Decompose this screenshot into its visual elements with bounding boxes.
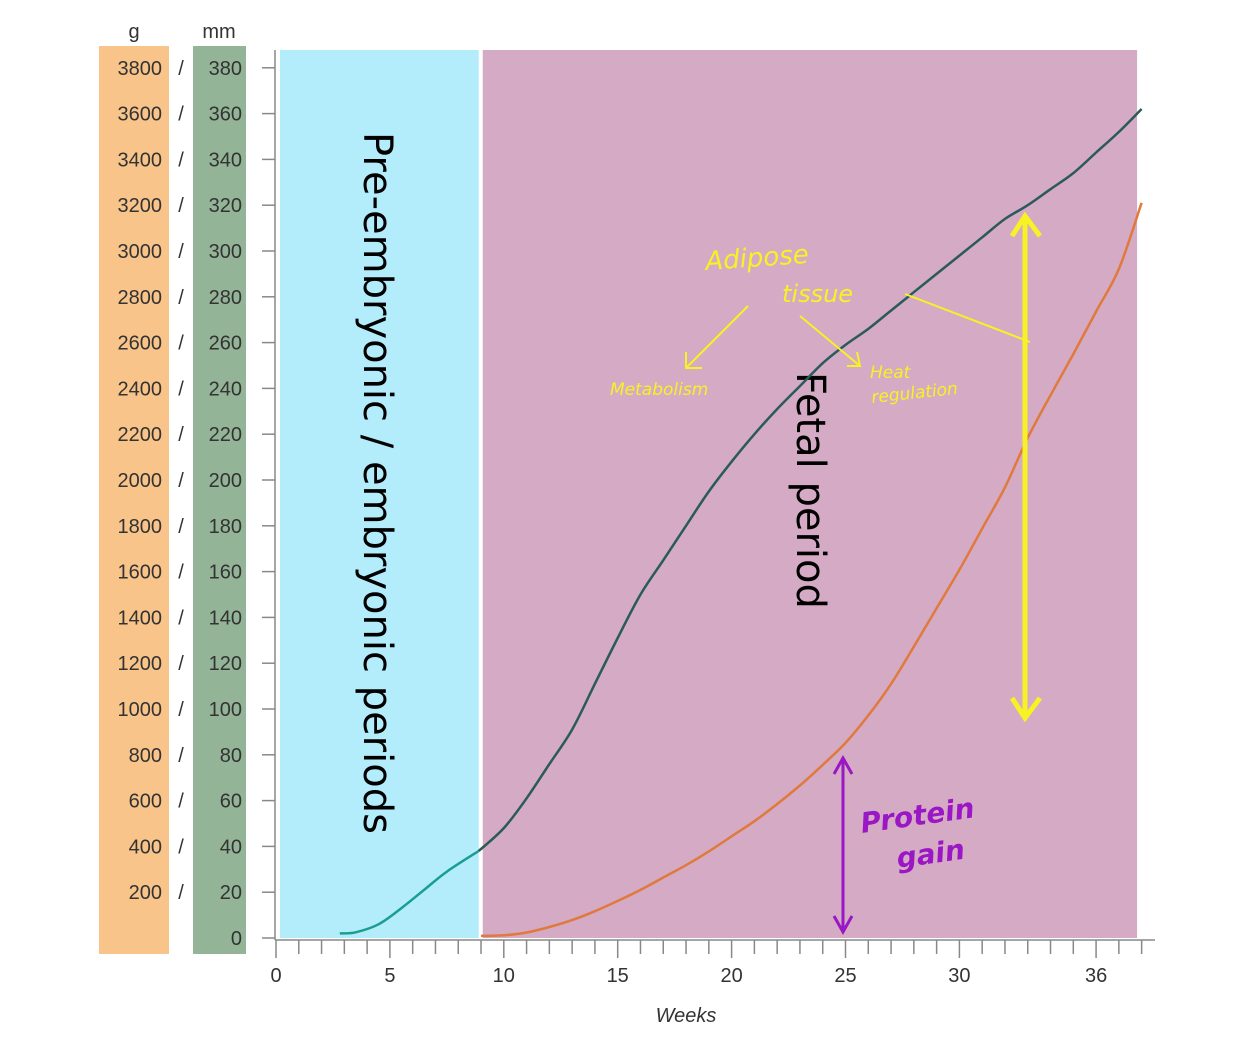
y-tick-label-g: 3200 xyxy=(118,195,163,217)
x-tick-label: 5 xyxy=(384,965,395,987)
y-tick-separator: / xyxy=(178,424,184,446)
y-tick-label-mm: 240 xyxy=(209,378,242,400)
x-tick-label: 15 xyxy=(607,965,629,987)
y-tick-label-mm: 340 xyxy=(209,149,242,171)
x-tick-label: 0 xyxy=(270,965,281,987)
y-tick-label-g: 3400 xyxy=(118,149,163,171)
y-tick-label-mm: 300 xyxy=(209,241,242,263)
weight-curve xyxy=(480,202,1143,938)
length-curve-embryonic xyxy=(339,849,480,935)
y-tick-separator: / xyxy=(178,378,184,400)
heat-label: Heat xyxy=(870,363,912,383)
y-tick-label-g: 1800 xyxy=(118,516,163,538)
y-tick-label-g: 2800 xyxy=(118,287,163,309)
adipose-range-arrowhead-top xyxy=(1009,211,1042,238)
x-axis-ticks: 0 5 10 15 20 25 30 36 xyxy=(270,940,1143,987)
y-tick-label-mm: 140 xyxy=(209,607,242,629)
y-tick-label-mm: 80 xyxy=(220,745,242,767)
adipose-pointer-line xyxy=(904,293,1031,343)
y-tick-separator: / xyxy=(178,333,184,355)
y-tick-label-g: 2400 xyxy=(118,378,163,400)
y-tick-separator: / xyxy=(178,195,184,217)
y-tick-label-mm: 380 xyxy=(209,58,242,80)
y-tick-separator: / xyxy=(178,58,184,80)
y-tick-separator: / xyxy=(178,516,184,538)
protein-arrowhead-bottom xyxy=(832,915,854,936)
y-tick-label-mm: 60 xyxy=(220,791,242,813)
y-tick-label-mm: 280 xyxy=(209,287,242,309)
adipose-range-arrowhead-bottom xyxy=(1009,696,1042,723)
y-tick-separator: / xyxy=(178,791,184,813)
y-tick-label-mm: 220 xyxy=(209,424,242,446)
heat-arrow xyxy=(799,315,861,367)
y-tick-label-g: 2600 xyxy=(118,333,163,355)
length-curve-fetal xyxy=(477,108,1143,852)
y-tick-separator: / xyxy=(178,882,184,904)
y-tick-separator: / xyxy=(178,287,184,309)
x-tick-label: 25 xyxy=(834,965,856,987)
fetal-period-region xyxy=(482,50,1138,938)
y-tick-label-g: 800 xyxy=(129,745,162,767)
adipose-annotation: Adipose tissue Metabolism Heat regulatio… xyxy=(610,211,1042,723)
length-scale-column xyxy=(193,46,246,954)
y-tick-label-mm: 120 xyxy=(209,653,242,675)
y-tick-separator: / xyxy=(178,562,184,584)
embryonic-period-label: Pre-embryonic / embryonic periods xyxy=(354,132,400,834)
y-tick-label-mm: 100 xyxy=(209,699,242,721)
y-tick-label-mm: 160 xyxy=(209,562,242,584)
metabolism-arrow xyxy=(685,305,749,369)
heat-arrowhead xyxy=(847,351,862,367)
y-tick-separator: / xyxy=(178,745,184,767)
y-tick-label-g: 1600 xyxy=(118,562,163,584)
y-tick-separator: / xyxy=(178,104,184,126)
y-tick-label-mm: 0 xyxy=(231,928,242,950)
y-tick-label-g: 1200 xyxy=(118,653,163,675)
y-tick-separator: / xyxy=(178,149,184,171)
x-tick-label: 36 xyxy=(1085,965,1107,987)
y-tick-label-g: 2000 xyxy=(118,470,163,492)
y-tick-label-mm: 320 xyxy=(209,195,242,217)
y-tick-separator: / xyxy=(178,836,184,858)
y-tick-label-g: 200 xyxy=(129,882,162,904)
x-tick-label: 30 xyxy=(948,965,970,987)
y-tick-separator: / xyxy=(178,607,184,629)
adipose-label: Adipose xyxy=(702,240,809,277)
y-tick-label-mm: 40 xyxy=(220,836,242,858)
y-tick-label-mm: 20 xyxy=(220,882,242,904)
y-tick-label-g: 1400 xyxy=(118,607,163,629)
y-tick-label-g: 400 xyxy=(129,836,162,858)
y-tick-label-g: 3000 xyxy=(118,241,163,263)
metabolism-arrowhead xyxy=(685,352,702,369)
y-tick-separator: / xyxy=(178,470,184,492)
y-tick-separator: / xyxy=(178,653,184,675)
weight-scale-column xyxy=(99,46,169,954)
y-tick-label-g: 600 xyxy=(129,791,162,813)
series-layer xyxy=(339,108,1143,938)
protein-arrowhead-top xyxy=(832,754,854,775)
tissue-label: tissue xyxy=(782,280,853,308)
weight-unit-label: g xyxy=(128,21,139,43)
x-tick-label: 10 xyxy=(493,965,515,987)
length-unit-label: mm xyxy=(202,21,235,43)
x-tick-label: 20 xyxy=(720,965,742,987)
embryonic-period-region xyxy=(280,50,479,938)
y-axis-ticks: 380 3800 / 360 3600 / 340 3400 / 320 3200 / 300 3000 /… xyxy=(118,58,275,950)
y-tick-label-g: 1000 xyxy=(118,699,163,721)
y-tick-label-g: 3800 xyxy=(118,58,163,80)
y-tick-separator: / xyxy=(178,241,184,263)
y-tick-label-g: 3600 xyxy=(118,104,163,126)
y-tick-separator: / xyxy=(178,699,184,721)
y-tick-label-mm: 260 xyxy=(209,333,242,355)
y-tick-label-mm: 360 xyxy=(209,104,242,126)
metabolism-label: Metabolism xyxy=(610,380,708,400)
x-axis-label: Weeks xyxy=(656,1005,717,1027)
y-tick-label-mm: 180 xyxy=(209,516,242,538)
y-tick-label-mm: 200 xyxy=(209,470,242,492)
fetal-period-label: Fetal period xyxy=(787,372,833,609)
y-tick-label-g: 2200 xyxy=(118,424,163,446)
